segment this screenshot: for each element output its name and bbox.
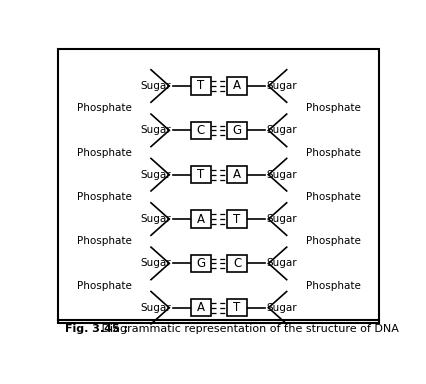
Text: T: T [196,168,204,181]
Text: Phosphate: Phosphate [76,281,131,291]
Text: Sugar: Sugar [140,81,170,91]
Text: Sugar: Sugar [266,258,297,268]
Bar [227,210,246,228]
Bar [227,166,246,183]
Text: Phosphate: Phosphate [305,281,360,291]
Text: Phosphate: Phosphate [305,103,360,113]
Text: Phosphate: Phosphate [76,103,131,113]
Text: Sugar: Sugar [140,258,170,268]
Bar [190,299,210,316]
Bar [227,299,246,316]
Text: Sugar: Sugar [140,303,170,313]
Text: C: C [196,124,204,137]
Text: Phosphate: Phosphate [305,147,360,157]
Text: C: C [232,257,241,270]
Text: Fig. 3.45 :: Fig. 3.45 : [65,324,128,334]
Text: Sugar: Sugar [266,170,297,180]
Text: Sugar: Sugar [266,303,297,313]
Bar [190,122,210,139]
Text: A: A [233,79,240,93]
Text: T: T [196,79,204,93]
Text: Sugar: Sugar [140,125,170,135]
Text: Phosphate: Phosphate [76,147,131,157]
Text: Phosphate: Phosphate [76,236,131,246]
Text: A: A [196,213,204,225]
Text: G: G [196,257,205,270]
Text: Diagrammatic representation of the structure of DNA: Diagrammatic representation of the struc… [98,324,398,334]
Text: Sugar: Sugar [266,81,297,91]
Text: Sugar: Sugar [140,214,170,224]
Text: Phosphate: Phosphate [305,236,360,246]
Bar [190,166,210,183]
Text: Sugar: Sugar [140,170,170,180]
Text: Sugar: Sugar [266,214,297,224]
Text: T: T [233,213,240,225]
Text: Phosphate: Phosphate [305,192,360,202]
Text: Phosphate: Phosphate [76,192,131,202]
Bar [227,122,246,139]
Bar [190,210,210,228]
Bar [227,255,246,272]
Bar [227,78,246,94]
Text: Sugar: Sugar [266,125,297,135]
Text: A: A [233,168,240,181]
Text: T: T [233,301,240,314]
Text: A: A [196,301,204,314]
Bar [190,255,210,272]
Bar [190,78,210,94]
Text: G: G [232,124,241,137]
